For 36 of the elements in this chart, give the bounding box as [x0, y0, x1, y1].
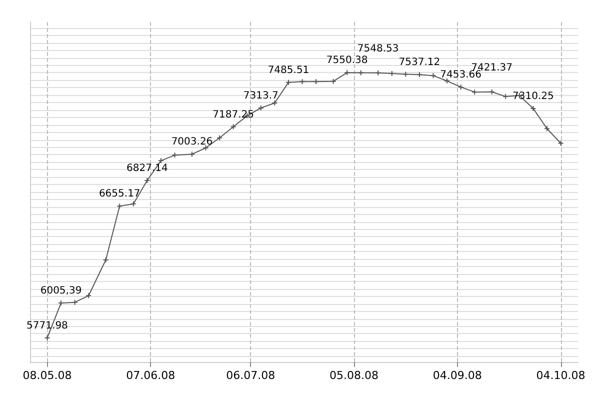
- x-tick-label: 04.10.08: [536, 369, 586, 382]
- point: [444, 78, 450, 84]
- x-tick-label: 07.06.08: [126, 369, 176, 382]
- data-label: 6655.17: [98, 188, 140, 200]
- x-tick-label: 04.09.08: [432, 369, 482, 382]
- x-tick-label: 08.05.08: [22, 369, 72, 382]
- point: [313, 78, 320, 85]
- point: [458, 84, 464, 90]
- point: [430, 72, 436, 79]
- point: [472, 89, 478, 96]
- data-label: 7003.26: [171, 136, 213, 148]
- data-label: 7548.53: [357, 43, 399, 54]
- data-label: 7485.51: [268, 64, 310, 76]
- point: [488, 88, 495, 95]
- point: [130, 200, 136, 207]
- point: [216, 134, 223, 141]
- point: [299, 78, 306, 85]
- data-label: 7537.12: [398, 57, 440, 68]
- data-label: 7313.7: [243, 90, 278, 102]
- x-tick-label: 06.07.08: [226, 369, 276, 382]
- point: [375, 70, 382, 76]
- point: [72, 299, 78, 306]
- point: [358, 70, 364, 76]
- point: [402, 71, 409, 78]
- data-label: 6005,39: [40, 286, 82, 297]
- point: [202, 144, 209, 151]
- point: [230, 124, 236, 130]
- point: [330, 78, 336, 84]
- x-tick-label: 05.08.08: [329, 369, 378, 382]
- point: [102, 256, 109, 263]
- point: [116, 203, 123, 210]
- point: [158, 158, 164, 164]
- point: [544, 126, 550, 132]
- data-label: 7550.38: [326, 55, 368, 66]
- point: [86, 292, 92, 299]
- point: [172, 152, 178, 158]
